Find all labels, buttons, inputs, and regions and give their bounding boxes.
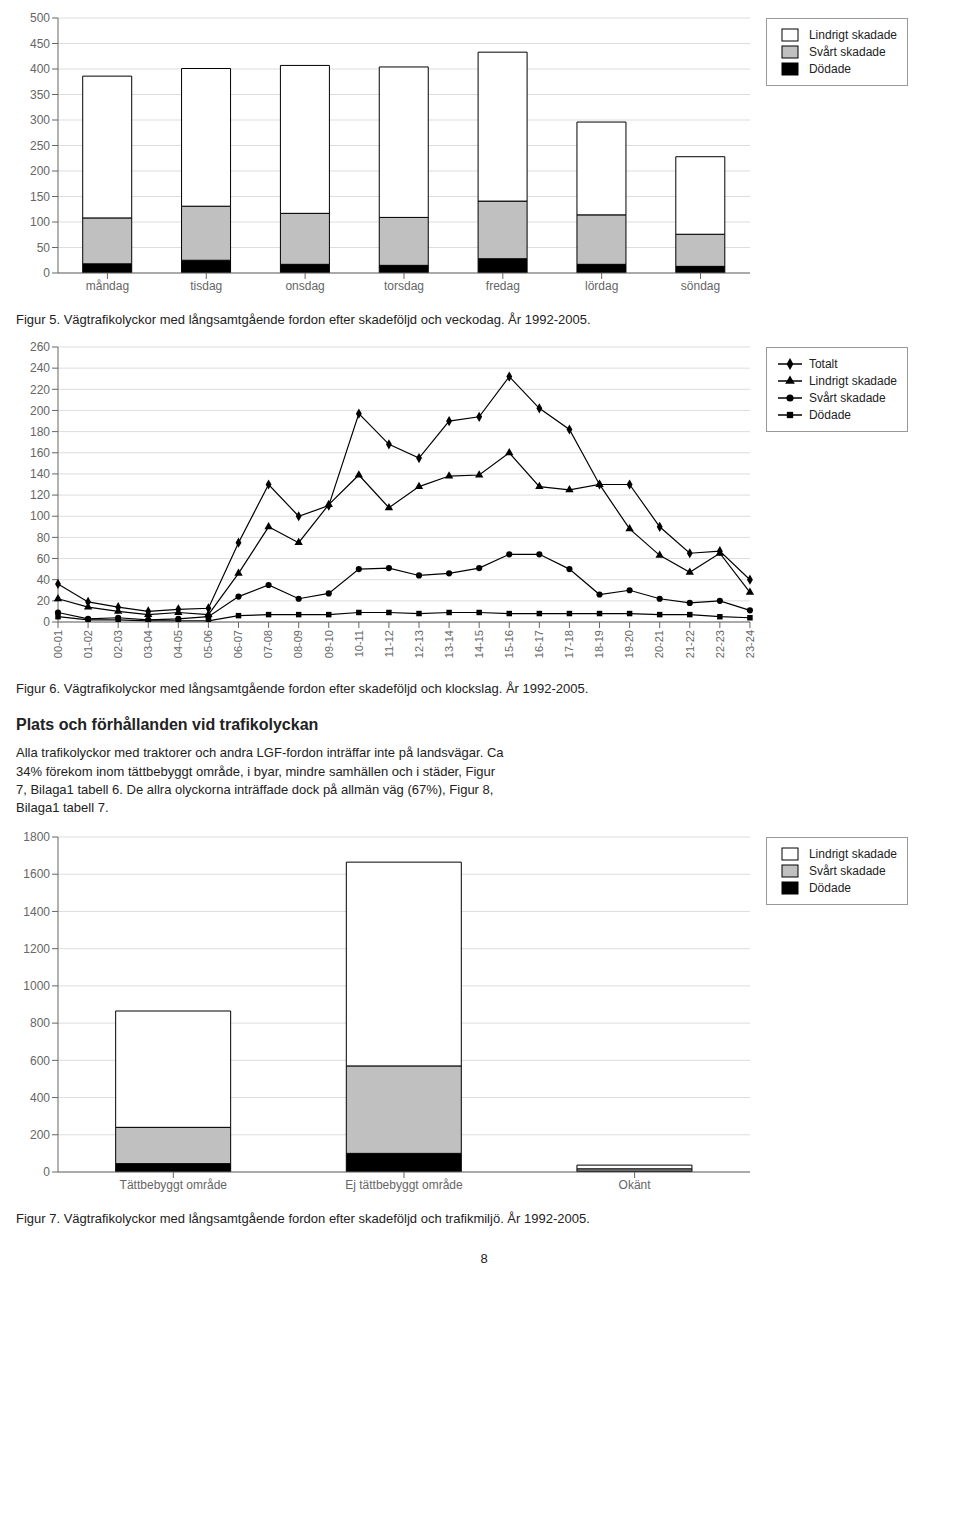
html-text:Figur 5. Vägtrafikolyckor med: Figur 5. Vägtrafikolyckor med långsamtgå…: [16, 312, 591, 327]
svg-text:450: 450: [30, 37, 50, 51]
svg-text:Tättbebyggt område: Tättbebyggt område: [120, 1178, 228, 1192]
svg-text:1600: 1600: [23, 868, 50, 882]
svg-text:21-22: 21-22: [684, 630, 696, 658]
svg-text:0: 0: [43, 615, 50, 629]
html-text:Svårt skadade: Svårt skadade: [808, 391, 886, 405]
svg-text:22-23: 22-23: [714, 630, 726, 658]
svg-text:15-16: 15-16: [503, 630, 515, 658]
svg-text:måndag: måndag: [86, 279, 129, 293]
html-text:Lindrigt skadade: Lindrigt skadade: [808, 28, 897, 42]
svg-text:500: 500: [30, 11, 50, 25]
svg-text:80: 80: [37, 531, 51, 545]
html-text:Alla trafikolyckor med traktor: Alla trafikolyckor med traktorer och and…: [16, 745, 504, 815]
svg-text:07-08: 07-08: [262, 630, 274, 658]
svg-text:tisdag: tisdag: [190, 279, 222, 293]
svg-text:Okänt: Okänt: [619, 1178, 652, 1192]
svg-text:14-15: 14-15: [473, 630, 485, 658]
svg-text:20-21: 20-21: [653, 630, 665, 658]
svg-text:600: 600: [30, 1054, 50, 1068]
html-text:Figur 6. Vägtrafikolyckor med: Figur 6. Vägtrafikolyckor med långsamtgå…: [16, 681, 589, 696]
svg-text:00-01: 00-01: [52, 630, 64, 658]
svg-text:350: 350: [30, 88, 50, 102]
svg-text:onsdag: onsdag: [285, 279, 324, 293]
svg-text:60: 60: [37, 552, 51, 566]
html-text:8: 8: [480, 1251, 488, 1267]
html-text:Svårt skadade: Svårt skadade: [808, 864, 886, 879]
svg-text:50: 50: [37, 241, 51, 255]
svg-text:200: 200: [30, 404, 50, 418]
svg-text:160: 160: [30, 446, 50, 460]
svg-text:20: 20: [37, 594, 51, 608]
html-text:Svårt skadade: Svårt skadade: [808, 45, 886, 59]
svg-text:140: 140: [30, 467, 50, 481]
svg-text:100: 100: [30, 215, 50, 229]
svg-text:180: 180: [30, 425, 50, 439]
svg-text:100: 100: [30, 509, 50, 523]
svg-text:1000: 1000: [23, 979, 50, 993]
svg-text:23-24: 23-24: [744, 630, 756, 658]
svg-text:1400: 1400: [23, 905, 50, 919]
svg-text:18-19: 18-19: [593, 630, 605, 658]
svg-text:17-18: 17-18: [563, 630, 575, 658]
svg-text:120: 120: [30, 488, 50, 502]
svg-text:1800: 1800: [23, 830, 50, 844]
svg-text:fredag: fredag: [486, 279, 520, 293]
svg-text:40: 40: [37, 573, 51, 587]
svg-text:220: 220: [30, 383, 50, 397]
svg-text:16-17: 16-17: [533, 630, 545, 658]
svg-text:150: 150: [30, 190, 50, 204]
svg-text:Ej tättbebyggt område: Ej tättbebyggt område: [345, 1178, 463, 1192]
svg-text:05-06: 05-06: [202, 630, 214, 658]
svg-text:09-10: 09-10: [323, 630, 335, 658]
html-text:Dödade: Dödade: [808, 881, 851, 896]
svg-text:02-03: 02-03: [112, 630, 124, 658]
svg-text:01-02: 01-02: [82, 630, 94, 658]
svg-text:1200: 1200: [23, 942, 50, 956]
html-text:Figur 7. Vägtrafikolyckor med: Figur 7. Vägtrafikolyckor med långsamtgå…: [16, 1211, 590, 1227]
html-text:Dödade: Dödade: [808, 62, 851, 76]
svg-text:400: 400: [30, 1091, 50, 1105]
html-text:Plats och förhållanden vid tra: Plats och förhållanden vid trafikolyckan: [16, 716, 319, 733]
svg-text:08-09: 08-09: [292, 630, 304, 658]
svg-text:06-07: 06-07: [232, 630, 244, 658]
html-text:Lindrigt skadade: Lindrigt skadade: [808, 847, 897, 862]
svg-text:10-11: 10-11: [353, 630, 365, 657]
svg-text:0: 0: [43, 266, 50, 280]
svg-text:400: 400: [30, 62, 50, 76]
svg-text:800: 800: [30, 1017, 50, 1031]
svg-text:200: 200: [30, 1128, 50, 1142]
svg-text:19-20: 19-20: [623, 630, 635, 658]
svg-text:lördag: lördag: [585, 279, 618, 293]
svg-text:12-13: 12-13: [413, 630, 425, 658]
svg-text:300: 300: [30, 113, 50, 127]
svg-text:04-05: 04-05: [172, 630, 184, 658]
svg-text:13-14: 13-14: [443, 630, 455, 658]
html-text:Lindrigt skadade: Lindrigt skadade: [808, 374, 897, 388]
svg-text:03-04: 03-04: [142, 630, 154, 658]
html-text:Dödade: Dödade: [808, 408, 851, 422]
svg-text:11-12: 11-12: [383, 630, 395, 657]
svg-text:söndag: söndag: [681, 279, 720, 293]
svg-text:250: 250: [30, 139, 50, 153]
svg-text:240: 240: [30, 361, 50, 375]
svg-text:0: 0: [43, 1165, 50, 1179]
svg-text:200: 200: [30, 164, 50, 178]
html-text:Totalt: Totalt: [808, 357, 838, 371]
svg-text:torsdag: torsdag: [384, 279, 424, 293]
svg-text:260: 260: [30, 340, 50, 354]
